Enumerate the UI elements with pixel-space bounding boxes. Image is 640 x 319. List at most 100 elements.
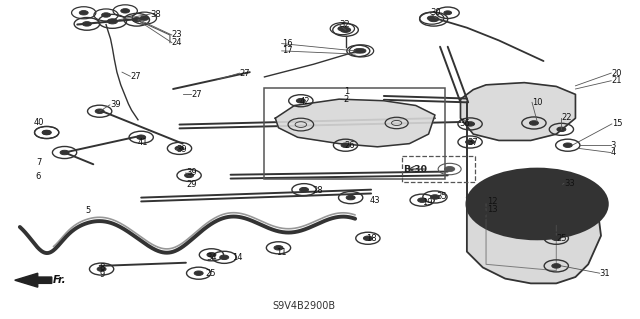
- Circle shape: [341, 143, 350, 147]
- Text: 27: 27: [131, 72, 141, 81]
- Text: 3: 3: [611, 141, 616, 150]
- Circle shape: [102, 13, 111, 17]
- Text: 38: 38: [150, 10, 161, 19]
- Circle shape: [274, 246, 283, 250]
- Text: 19: 19: [422, 198, 433, 207]
- Circle shape: [566, 179, 575, 183]
- Text: Fr.: Fr.: [53, 275, 67, 285]
- Circle shape: [467, 169, 607, 239]
- Circle shape: [60, 150, 69, 155]
- Circle shape: [529, 121, 538, 125]
- Circle shape: [42, 130, 51, 135]
- Circle shape: [552, 264, 561, 268]
- Circle shape: [95, 109, 104, 114]
- Text: S9V4B2900B: S9V4B2900B: [273, 300, 335, 311]
- Circle shape: [300, 188, 308, 192]
- Circle shape: [557, 127, 566, 131]
- Circle shape: [552, 236, 561, 241]
- Text: 39: 39: [110, 100, 120, 109]
- Text: 17: 17: [282, 46, 292, 56]
- Text: 9: 9: [100, 270, 105, 279]
- Circle shape: [492, 182, 582, 226]
- Circle shape: [184, 173, 193, 178]
- Text: 24: 24: [172, 38, 182, 47]
- Text: 21: 21: [611, 76, 621, 85]
- Circle shape: [132, 18, 141, 22]
- Circle shape: [466, 122, 474, 126]
- Text: 32: 32: [339, 20, 350, 29]
- Text: B-30: B-30: [403, 165, 427, 174]
- Text: 28: 28: [312, 186, 323, 195]
- Text: 39: 39: [176, 145, 187, 154]
- Text: 2: 2: [344, 95, 349, 104]
- Text: 11: 11: [276, 248, 287, 257]
- Circle shape: [296, 99, 305, 103]
- Text: 25: 25: [556, 234, 567, 243]
- Text: 15: 15: [612, 119, 622, 129]
- Text: 36: 36: [460, 119, 470, 129]
- Circle shape: [175, 146, 184, 151]
- Circle shape: [444, 11, 452, 15]
- Text: 43: 43: [370, 196, 380, 205]
- Circle shape: [346, 196, 355, 200]
- Text: 20: 20: [611, 69, 621, 78]
- Circle shape: [558, 182, 567, 187]
- Text: 13: 13: [487, 204, 498, 213]
- Text: 6: 6: [36, 173, 41, 182]
- Circle shape: [499, 179, 508, 183]
- Text: 16: 16: [282, 39, 292, 48]
- Circle shape: [532, 230, 541, 235]
- Text: 5: 5: [86, 206, 91, 215]
- Text: 14: 14: [232, 253, 243, 262]
- Circle shape: [121, 9, 130, 13]
- Circle shape: [97, 267, 106, 271]
- Text: 12: 12: [487, 197, 498, 206]
- Text: 27: 27: [239, 69, 250, 78]
- Circle shape: [466, 140, 474, 144]
- Text: 23: 23: [172, 31, 182, 40]
- Text: 10: 10: [532, 98, 543, 107]
- Circle shape: [83, 22, 92, 26]
- Circle shape: [140, 16, 149, 20]
- Text: 1: 1: [344, 87, 349, 96]
- Circle shape: [428, 16, 436, 20]
- Circle shape: [357, 49, 366, 53]
- Text: 29: 29: [186, 180, 197, 189]
- Polygon shape: [467, 188, 601, 283]
- Circle shape: [194, 271, 203, 275]
- Circle shape: [364, 236, 372, 241]
- Bar: [402, 156, 475, 182]
- Circle shape: [478, 211, 487, 215]
- Text: 18: 18: [366, 234, 376, 243]
- Text: 35: 35: [436, 192, 447, 202]
- Text: 40: 40: [34, 118, 44, 128]
- Circle shape: [340, 27, 351, 33]
- Text: 33: 33: [564, 179, 575, 188]
- Circle shape: [42, 130, 51, 135]
- Bar: [264, 88, 445, 179]
- Circle shape: [527, 199, 547, 209]
- Text: 27: 27: [191, 90, 202, 99]
- Polygon shape: [461, 83, 575, 140]
- Text: 39: 39: [186, 168, 196, 177]
- Text: 37: 37: [467, 138, 477, 147]
- Text: 22: 22: [561, 113, 572, 122]
- Text: 30: 30: [430, 8, 440, 17]
- Text: 42: 42: [300, 97, 310, 106]
- Circle shape: [79, 11, 88, 15]
- Polygon shape: [15, 273, 52, 287]
- Circle shape: [515, 193, 559, 215]
- Circle shape: [563, 143, 572, 147]
- Circle shape: [431, 195, 440, 199]
- Circle shape: [445, 167, 455, 172]
- Text: 41: 41: [138, 138, 148, 147]
- Circle shape: [108, 19, 118, 24]
- Text: 26: 26: [344, 141, 355, 150]
- Text: 31: 31: [600, 269, 611, 278]
- Circle shape: [338, 26, 347, 31]
- Text: 25: 25: [205, 269, 216, 278]
- Circle shape: [418, 198, 427, 202]
- Circle shape: [220, 255, 228, 260]
- Circle shape: [354, 49, 363, 53]
- Polygon shape: [275, 99, 435, 147]
